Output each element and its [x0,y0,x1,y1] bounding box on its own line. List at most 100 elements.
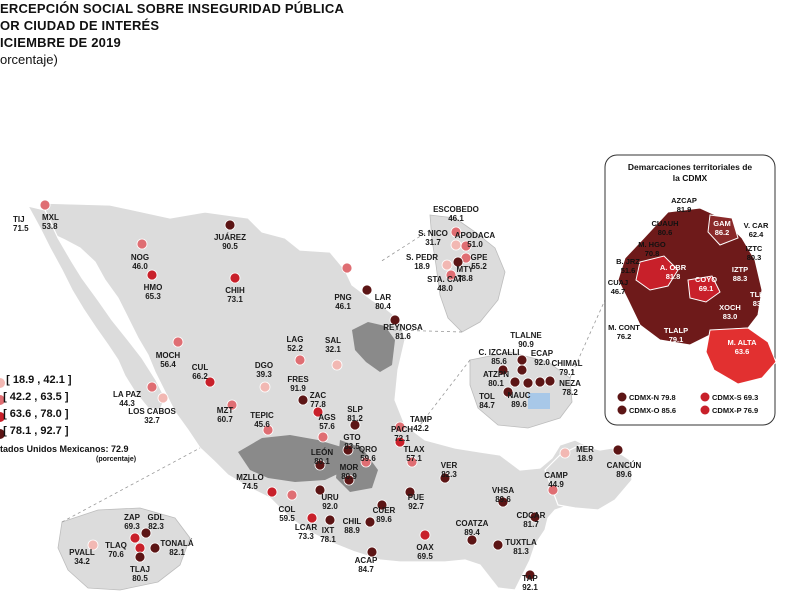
city-name: REYNOSA [383,323,423,332]
city-name: ATZPN [483,370,509,379]
city-value: 84.7 [358,565,374,574]
title-line-2: OR CIUDAD DE INTERÉS [0,18,160,33]
city-marker-pue [404,486,416,498]
city-name: NAUC [507,391,530,400]
cdmx-region-label: CDMX-P 76.9 [712,406,758,415]
city-marker-chih [229,272,241,284]
city-marker-acap [366,546,378,558]
city-name: CDCAR [517,511,546,520]
city-value: 85.6 [491,357,507,366]
city-value: 66.2 [192,372,208,381]
cdmx-district-name: V. CAR [744,221,769,230]
city-name: CAMP [544,471,568,480]
city-marker-atzpn [509,376,521,388]
cdmx-region-legend: CDMX-N 79.8 CDMX-S 69.3 CDMX-O 85.6 CDMX-P … [617,392,758,415]
city-value: 89.6 [495,495,511,504]
city-value: 89.6 [376,515,392,524]
cdmx-district-name: B. JRZ [616,257,640,266]
city-name: COATZA [456,519,489,528]
city-value: 81.2 [347,414,363,423]
city-marker-reynosa [389,314,401,326]
city-marker-mxl [39,199,51,211]
gdl-inset-shape [57,507,191,591]
city-name: IXT [322,526,335,535]
city-value: 77.8 [310,400,326,409]
city-marker-oax [419,529,431,541]
city-marker-cdcar [529,511,541,523]
city-value: 78.1 [320,535,336,544]
city-name: STA. CAT [427,275,463,284]
city-value: 32.1 [325,345,341,354]
city-value: 81.6 [395,332,411,341]
city-value: 79.1 [559,368,575,377]
city-name: TEPIC [250,411,274,420]
city-marker-moch [172,336,184,348]
city-name: MOR [340,463,359,472]
city-value: 46.0 [132,262,148,271]
city-value: 57.6 [319,422,335,431]
nl-inset-shape [429,214,506,333]
cdmx-title-2: la CDMX [673,173,708,183]
mainland-shape [39,202,609,591]
city-value: 18.9 [577,454,593,463]
city-marker-ecap [516,364,528,376]
city-value: 92.7 [408,502,424,511]
city-value: 57.1 [406,454,422,463]
west-highlight [238,435,358,482]
city-name: AGS [318,413,336,422]
city-marker-png [341,262,353,274]
city-marker-dgo [259,381,271,393]
city-marker-tonal- [149,542,161,554]
city-name: URU [321,493,339,502]
cdmx-district-value: 51.6 [621,266,636,275]
city-marker-col [286,489,298,501]
city-name: VER [441,461,458,470]
city-name: COL [279,505,296,514]
cdmx-district-name: XOCH [719,303,741,312]
legend-row: [ 78.1 , 92.7 ] [0,423,72,440]
city-value: 82.3 [441,470,457,479]
city-value: 53.8 [42,222,58,231]
city-value: 60.7 [217,415,233,424]
city-marker-tap [524,569,536,581]
city-name: DGO [255,361,273,370]
city-marker-lag [294,354,306,366]
city-value: 92.0 [322,502,338,511]
legend-range-2: [ 42.2 , 63.5 ] [3,391,69,403]
city-value: 80.4 [375,302,391,311]
cdmx-district-value: 76.2 [617,332,632,341]
city-marker-zap [129,532,141,544]
city-marker-tlax [406,456,418,468]
city-name: TUXTLA [505,538,537,547]
city-marker-ver [439,472,451,484]
cdmx-blue-area [528,393,550,409]
city-name: MXL [42,213,59,222]
legend-national: tados Unidos Mexicanos: 72.9 [0,444,129,454]
legend-dot [0,378,5,388]
cdmx-district-name: COYO [695,275,717,284]
city-marker-vhsa [497,496,509,508]
title-line-1: ERCEPCIÓN SOCIAL SOBRE INSEGURIDAD PÚBLI… [0,1,345,16]
city-name: GDL [148,513,165,522]
city-name: HMO [144,283,163,292]
city-marker-nog [136,238,148,250]
city-name: TIJ [13,215,25,224]
city-marker-chil [364,516,376,528]
city-marker-hmo [146,269,158,281]
cdmx-district-value: 70.8 [645,249,660,258]
city-value: 69.3 [124,522,140,531]
city-name: SAL [325,336,341,345]
cdmx-region-dot [700,405,710,415]
cdmx-cuaj-shape [635,255,679,291]
city-marker-gdl [140,527,152,539]
legend-national-unit: (porcentaje) [96,456,137,463]
city-value: 39.3 [256,370,272,379]
city-name: MOCH [156,351,181,360]
city-marker-uru [314,484,326,496]
cdmx-gam-shape [707,214,739,246]
city-name: MZLLO [236,473,264,482]
city-name: S. PEDR [406,253,438,262]
city-marker-zac [312,406,324,418]
city-name: LA PAZ [113,390,141,399]
cdmx-district-name: M. ALTA [727,338,757,347]
